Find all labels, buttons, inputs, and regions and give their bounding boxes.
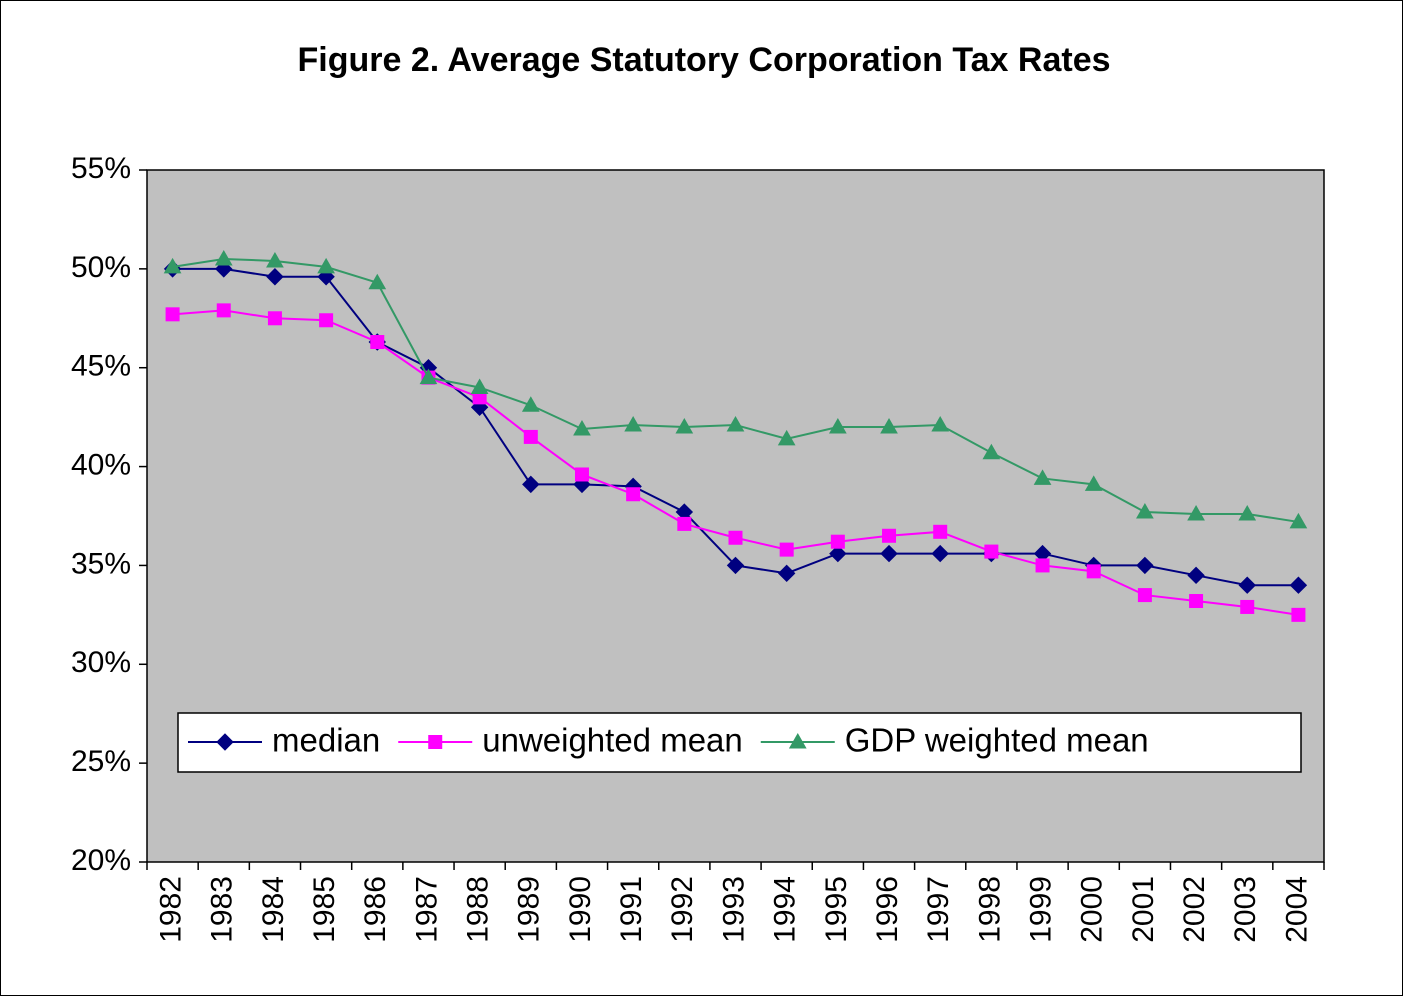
data-point [1084,475,1103,491]
legend-label: unweighted mean [482,722,743,759]
data-point [728,530,743,545]
x-tick-label: 1991 [615,876,648,943]
x-tick-label: 1989 [513,876,546,943]
data-point [163,257,182,274]
data-point [266,268,284,286]
data-point [777,564,796,583]
data-point [368,273,387,290]
data-point [984,544,999,559]
y-tick-label: 20% [71,844,131,877]
x-tick-label: 1984 [257,876,290,943]
data-point [216,303,231,318]
data-point [523,429,538,444]
data-point [931,416,950,432]
data-point [521,396,540,412]
x-tick-label: 1993 [717,876,750,943]
x-tick-label: 1995 [820,876,853,943]
data-point [624,416,643,432]
data-point [573,419,591,436]
data-point [1238,576,1256,594]
x-tick-label: 1997 [922,876,955,943]
data-point [1289,576,1308,594]
data-point [1086,564,1101,579]
data-point [982,443,1001,460]
x-tick-label: 2004 [1280,876,1313,943]
x-tick-label: 2002 [1178,876,1211,943]
x-tick-label: 1992 [666,876,699,943]
x-tick-label: 2003 [1229,876,1262,943]
data-point [1238,505,1257,521]
data-point [779,542,794,557]
data-point [574,467,589,482]
x-tick-label: 1994 [769,876,802,943]
x-tick-label: 1986 [359,876,392,943]
data-point [677,516,692,531]
legend-marker [788,732,807,749]
x-tick-label: 1985 [308,876,341,943]
data-point [726,556,745,575]
x-tick-label: 1998 [973,876,1006,943]
y-tick-label: 30% [71,646,131,679]
y-tick-label: 35% [71,547,131,580]
y-tick-label: 40% [71,448,131,481]
data-point [1137,588,1152,603]
data-point [319,313,334,328]
data-point [1136,556,1154,575]
chart-title: Figure 2. Average Statutory Corporation … [297,41,1110,79]
y-tick-label: 55% [71,152,131,185]
data-point [1291,607,1306,622]
data-point [626,487,641,502]
data-point [470,378,489,394]
x-tick-label: 1988 [462,876,495,943]
data-point [1035,558,1050,573]
data-point [675,418,694,434]
data-point [1289,512,1308,529]
legend-label: GDP weighted mean [845,722,1149,759]
data-point [882,528,897,543]
data-point [1033,469,1052,485]
data-point [522,475,540,494]
data-point [370,335,385,350]
data-point [419,368,438,385]
legend-marker [428,735,443,749]
data-point [931,544,949,563]
data-point [1187,505,1205,521]
data-point [828,418,847,434]
data-point [726,416,745,432]
legend-box [177,712,1302,773]
data-point [777,429,796,446]
data-point [933,524,948,539]
x-tick-label: 1999 [1024,876,1057,943]
x-tick-label: 1982 [155,876,188,943]
data-point [165,307,180,322]
data-point [830,534,845,549]
x-tick-label: 1990 [564,876,597,943]
x-tick-label: 1996 [871,876,904,943]
legend-label: median [272,722,380,759]
data-point [880,544,898,563]
y-tick-label: 50% [71,251,131,284]
data-point [214,249,233,266]
data-point [266,251,284,268]
data-point [317,257,335,274]
x-tick-label: 1983 [206,876,239,943]
data-point [1189,594,1204,609]
data-point [267,311,282,326]
legend-marker [216,733,234,751]
x-tick-label: 1987 [410,876,443,943]
data-point [1187,566,1205,585]
y-tick-label: 25% [71,745,131,778]
data-point [1136,503,1154,519]
data-point [880,418,898,434]
data-point [1240,599,1255,614]
y-tick-label: 45% [71,350,131,383]
x-tick-label: 2000 [1076,876,1109,943]
x-tick-label: 2001 [1127,876,1160,943]
data-point [829,544,847,563]
